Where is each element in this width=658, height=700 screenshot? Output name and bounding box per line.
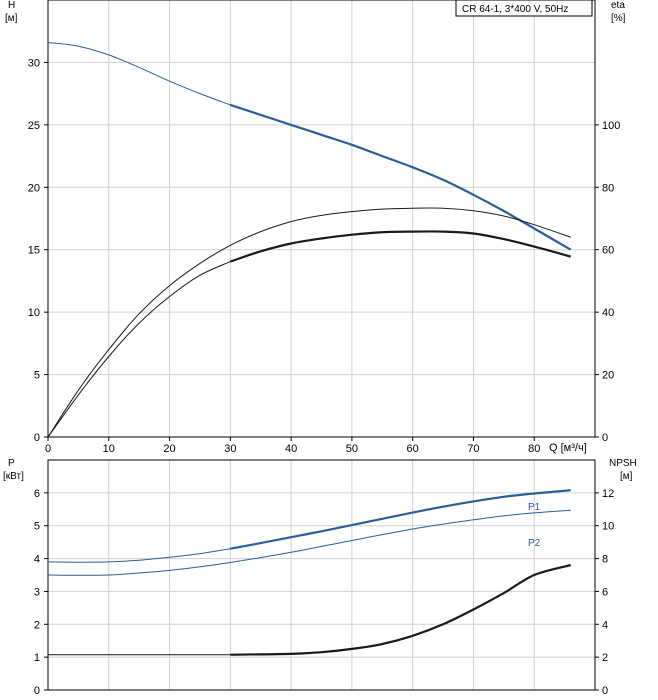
series-p2-line-thin (47, 509, 571, 576)
top-series (47, 42, 572, 438)
bottom-panel-grid (48, 460, 595, 690)
y-tick-label: 30 (28, 57, 40, 69)
x-tick-label: 0 (45, 443, 51, 455)
y-tick-label: 20 (602, 370, 614, 382)
y-tick-label: 100 (602, 120, 620, 132)
chart-title: CR 64-1, 3*400 V, 50Hz (462, 4, 568, 15)
x-tick-label: 30 (224, 443, 236, 455)
y-tick-label: 3 (34, 586, 40, 598)
series-p1-line-thin (47, 548, 231, 563)
x-tick-label: 60 (407, 443, 419, 455)
series-right-2-line (230, 564, 571, 656)
top-right-y-ticks: 0 20 40 60 80 100 (595, 120, 620, 444)
y-tick-label: 2 (602, 652, 608, 664)
y-tick-label: 8 (602, 554, 608, 566)
top-plot-frame (47, 0, 596, 438)
x-tick-label: 50 (346, 443, 358, 455)
x-tick-label: 80 (528, 443, 540, 455)
y-tick-label: 25 (28, 120, 40, 132)
x-tick-label: 20 (163, 443, 175, 455)
top-x-ticks: 0 10 20 30 40 50 60 70 80 (45, 437, 540, 455)
npsh-axis-label: NPSH (609, 458, 637, 469)
y-tick-label: 6 (602, 586, 608, 598)
y-tick-label: 80 (602, 182, 614, 194)
y-tick-label: 0 (602, 432, 608, 444)
p-axis-label: P (8, 458, 15, 469)
eta-axis-unit: [%] (611, 13, 626, 24)
y-tick-label: 15 (28, 245, 40, 257)
y-tick-label: 10 (28, 307, 40, 319)
y-tick-label: 1 (34, 652, 40, 664)
npsh-axis-unit: [м] (620, 471, 633, 482)
series-right-2-line (229, 230, 571, 263)
bottom-plot-frame (47, 459, 596, 691)
y-tick-label: 4 (34, 554, 40, 566)
y-tick-label: 6 (34, 488, 40, 500)
q-axis-label: Q [м³/ч] (549, 442, 587, 454)
p-axis-unit: [кВт] (3, 471, 24, 482)
title-box (455, 0, 593, 17)
y-tick-label: 4 (602, 619, 608, 631)
series-label-p1: P1 (528, 502, 541, 513)
series-left-0-line (229, 103, 572, 251)
bottom-series (47, 489, 571, 656)
h-axis-label: H (8, 0, 15, 11)
y-tick-label: 5 (34, 521, 40, 533)
y-tick-label: 10 (602, 521, 614, 533)
x-tick-label: 10 (103, 443, 115, 455)
y-tick-label: 60 (602, 245, 614, 257)
top-left-y-ticks: 0 5 10 15 20 25 30 (28, 57, 48, 444)
y-tick-label: 0 (34, 432, 40, 444)
y-tick-label: 2 (34, 619, 40, 631)
series-p1-line (230, 489, 571, 550)
y-tick-label: 0 (34, 685, 40, 697)
top-panel-grid (48, 0, 595, 437)
bottom-left-y-ticks: 0 1 2 3 4 5 6 (34, 488, 48, 697)
series-right-1-line-thin (47, 207, 571, 438)
x-tick-label: 40 (285, 443, 297, 455)
series-label-p2: P2 (528, 538, 541, 549)
y-tick-label: 40 (602, 307, 614, 319)
y-tick-label: 5 (34, 370, 40, 382)
y-tick-label: 0 (602, 685, 608, 697)
x-tick-label: 70 (467, 443, 479, 455)
eta-axis-label: eta (611, 0, 625, 11)
h-axis-unit: [м] (5, 13, 18, 24)
series-left-0-line-thin (47, 42, 231, 106)
y-tick-label: 20 (28, 182, 40, 194)
bottom-right-y-ticks: 0 2 4 6 8 10 12 (595, 488, 614, 697)
y-tick-label: 12 (602, 488, 614, 500)
series-right-2-line-thin (47, 261, 231, 438)
